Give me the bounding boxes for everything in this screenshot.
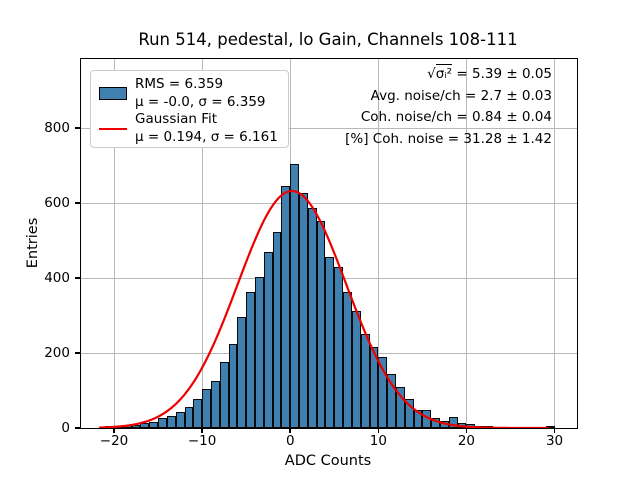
histogram-bar	[175, 412, 185, 428]
annotation-coh-noise: Coh. noise/ch = 0.84 ± 0.04	[360, 109, 552, 125]
x-tick-mark	[113, 428, 115, 433]
legend-hist-mu-sigma: μ = -0.0, σ = 6.359	[135, 93, 266, 110]
y-tick-label: 600	[44, 195, 70, 211]
y-tick-mark	[74, 352, 80, 354]
x-tick-label: 0	[285, 433, 295, 449]
histogram-bar	[299, 192, 308, 428]
y-tick-mark	[74, 202, 80, 204]
y-gridline	[81, 127, 577, 129]
plot-area: −20 −10 0 10 20 30 0 200 400 600 800 √σᵢ² = 5.39 ±…	[44, 58, 578, 449]
annotation-total-noise: √σᵢ² = 5.39 ± 0.05	[345, 64, 552, 86]
annotation-total-noise-value: = 5.39 ± 0.05	[452, 66, 552, 82]
sqrt-symbol: √	[427, 66, 436, 82]
histogram-bar	[448, 417, 458, 428]
histogram-bar	[431, 418, 440, 428]
histogram-bar	[307, 207, 317, 428]
histogram-bar	[272, 232, 282, 428]
x-tick-mark	[553, 428, 556, 433]
histogram-bar	[140, 423, 150, 428]
histogram-bar	[281, 186, 291, 428]
y-tick-label: 800	[44, 120, 70, 136]
histogram-bar	[184, 407, 194, 428]
y-tick-mark	[74, 277, 80, 279]
legend-entry-histogram: RMS = 6.359 μ = -0.0, σ = 6.359	[99, 76, 282, 111]
histogram-bar	[193, 399, 203, 428]
legend-hist-rms: RMS = 6.359	[135, 76, 224, 92]
histogram-bar	[387, 373, 396, 428]
histogram-bar	[475, 426, 485, 428]
annotation-avg-noise: Avg. noise/ch = 2.7 ± 0.03	[370, 87, 552, 104]
y-axis-label: Entries	[25, 217, 41, 269]
y-gridline	[81, 202, 577, 204]
x-tick-mark	[377, 428, 380, 433]
x-tick-mark	[201, 428, 203, 433]
x-tick-label: 20	[457, 433, 476, 449]
histogram-bar	[369, 347, 379, 428]
x-tick-label: 30	[545, 433, 564, 449]
histogram-bar	[202, 389, 211, 428]
y-tick-mark	[74, 427, 80, 429]
legend-entry-fit: Gaussian Fit μ = 0.194, σ = 6.161	[99, 111, 282, 146]
histogram-bar	[166, 415, 176, 428]
legend: RMS = 6.359 μ = -0.0, σ = 6.359 Gaussian…	[90, 70, 289, 148]
histogram-bar	[422, 410, 432, 428]
x-axis-label: ADC Counts	[284, 453, 372, 469]
histogram-bar	[484, 426, 493, 428]
y-tick-mark	[74, 127, 80, 129]
histogram-bar	[122, 425, 132, 428]
histogram-bar	[360, 333, 370, 428]
histogram-bar	[316, 221, 326, 428]
x-tick-label: −10	[187, 433, 217, 449]
histogram-legend-swatch	[99, 87, 127, 100]
histogram-bar	[325, 257, 335, 428]
histogram-bar	[246, 292, 255, 428]
histogram-bar	[210, 380, 220, 428]
chart-title: Run 514, pedestal, lo Gain, Channels 108…	[138, 30, 518, 49]
histogram-bar	[290, 164, 300, 428]
histogram-bar	[466, 423, 476, 428]
x-tick-mark	[465, 428, 468, 433]
fit-legend-swatch	[99, 127, 127, 130]
legend-fit-title: Gaussian Fit	[135, 111, 218, 127]
y-tick-label: 200	[44, 345, 70, 361]
histogram-bar	[228, 344, 238, 428]
histogram-bar	[334, 266, 344, 428]
histogram-bar	[413, 410, 423, 428]
histogram-bar	[131, 424, 141, 428]
histogram-bar	[404, 399, 414, 428]
y-tick-label: 0	[61, 420, 70, 436]
histogram-bar	[158, 418, 167, 428]
x-gridline	[554, 59, 556, 428]
sqrt-radicand: σᵢ²	[435, 64, 453, 82]
histogram-bar	[263, 252, 273, 428]
histogram-bar	[395, 387, 405, 428]
x-tick-label: −20	[99, 433, 129, 449]
histogram-bar	[254, 277, 264, 428]
histogram-bar	[378, 356, 388, 428]
histogram-bar	[149, 422, 159, 428]
legend-fit-mu-sigma: μ = 0.194, σ = 6.161	[135, 128, 278, 145]
y-tick-label: 400	[44, 270, 70, 286]
histogram-bar	[440, 420, 449, 428]
annotation-pct-coh-noise: [%] Coh. noise = 31.28 ± 1.42	[345, 130, 552, 147]
histogram-bar	[219, 362, 229, 428]
histogram-bar	[351, 310, 361, 428]
histogram-bar	[343, 292, 352, 428]
stats-annotations: √σᵢ² = 5.39 ± 0.05 Avg. noise/ch = 2.7 ±…	[345, 64, 552, 150]
histogram-bar	[114, 426, 123, 428]
histogram-bar	[237, 317, 247, 428]
x-tick-label: 10	[369, 433, 387, 449]
x-tick-mark	[289, 428, 291, 433]
